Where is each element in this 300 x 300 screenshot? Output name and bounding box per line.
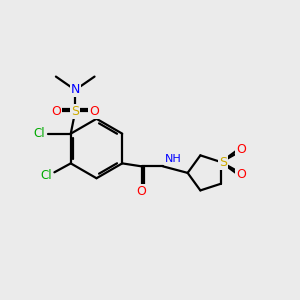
- Text: S: S: [71, 105, 79, 118]
- Text: Cl: Cl: [40, 169, 52, 182]
- Text: N: N: [70, 83, 80, 97]
- Text: Cl: Cl: [34, 127, 46, 140]
- Text: O: O: [136, 184, 146, 197]
- Text: O: O: [89, 105, 99, 118]
- Text: O: O: [52, 105, 61, 118]
- Text: NH: NH: [164, 154, 181, 164]
- Text: S: S: [219, 156, 227, 169]
- Text: O: O: [236, 143, 246, 156]
- Text: O: O: [236, 168, 246, 181]
